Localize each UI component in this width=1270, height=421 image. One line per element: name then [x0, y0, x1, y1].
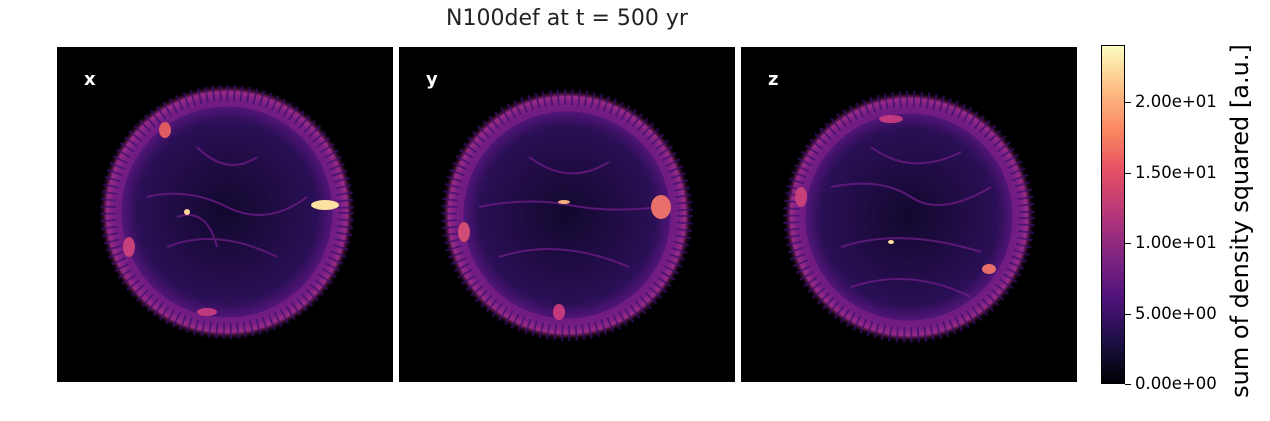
density-image-y — [441, 89, 693, 341]
colorbar-label: sum of density squared [a.u.] — [1226, 44, 1254, 398]
colorbar-tick — [1125, 314, 1131, 315]
panel-label-y: y — [426, 69, 438, 90]
colorbar — [1101, 45, 1125, 384]
colorbar-tick — [1125, 243, 1131, 244]
colorbar-tick-label: 5.00e+00 — [1135, 304, 1217, 323]
colorbar-tick-label: 1.00e+01 — [1135, 233, 1217, 252]
projection-panel-y: y — [399, 47, 735, 382]
panel-label-z: z — [768, 69, 779, 90]
colorbar-tick-label: 2.00e+01 — [1135, 92, 1217, 111]
colorbar-tick-label: 1.50e+01 — [1135, 163, 1217, 182]
colorbar-tick — [1125, 384, 1131, 385]
projection-panel-z: z — [741, 47, 1077, 382]
panel-label-x: x — [84, 69, 96, 90]
colorbar-tick — [1125, 173, 1131, 174]
density-image-x — [99, 84, 355, 340]
density-image-z — [783, 91, 1035, 343]
colorbar-tick-label: 0.00e+00 — [1135, 374, 1217, 393]
figure-title: N100def at t = 500 yr — [446, 6, 688, 31]
colorbar-tick — [1125, 102, 1131, 103]
projection-panel-x: x — [57, 47, 393, 382]
